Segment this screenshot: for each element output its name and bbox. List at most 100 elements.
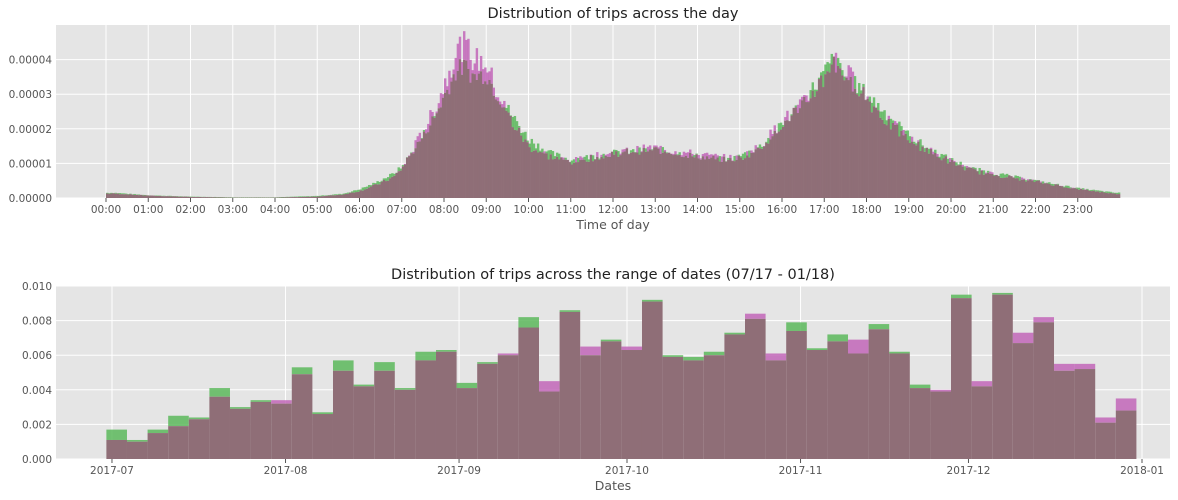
top-histogram-bar	[355, 192, 358, 198]
top-histogram-bar	[458, 59, 462, 198]
top-histogram-bar	[796, 113, 800, 198]
top-histogram-bar-excess	[435, 111, 438, 114]
top-histogram-bar-excess	[444, 78, 447, 93]
top-histogram-bar	[953, 161, 956, 198]
top-histogram-bar	[289, 197, 293, 198]
top-histogram-bar-excess	[619, 153, 622, 156]
top-histogram-bar	[315, 196, 318, 198]
bottom-histogram-bar-excess	[1054, 363, 1075, 371]
top-histogram-bar	[285, 197, 288, 198]
top-histogram-bar-excess	[923, 148, 926, 152]
top-histogram-bar-excess	[1062, 186, 1066, 188]
top-histogram-bar	[424, 133, 428, 198]
top-histogram-bar	[291, 197, 295, 198]
top-histogram-bar-excess	[1005, 173, 1009, 178]
bottom-histogram-bar-excess	[868, 324, 890, 330]
top-histogram-bar	[824, 74, 827, 198]
top-histogram-bar	[613, 154, 616, 198]
top-x-tick-label: 06:00	[344, 204, 374, 216]
top-histogram-bar	[1079, 188, 1083, 198]
top-histogram-bar-excess	[621, 149, 624, 153]
top-histogram-bar-excess	[403, 163, 407, 165]
top-x-tick-label: 02:00	[175, 204, 205, 216]
top-histogram-bar	[1098, 192, 1102, 198]
top-histogram-bar-excess	[942, 154, 945, 159]
top-histogram-bar	[323, 196, 326, 198]
top-histogram-bar	[741, 159, 745, 198]
top-histogram-bar	[298, 197, 301, 198]
top-histogram-bar	[621, 152, 624, 198]
top-histogram-bar-excess	[860, 90, 863, 94]
top-histogram-bar-excess	[1107, 191, 1110, 194]
top-x-tick-label: 11:00	[556, 204, 586, 216]
top-histogram-bar	[866, 98, 869, 198]
top-histogram-bar	[403, 164, 407, 198]
top-histogram-bar	[122, 194, 126, 198]
bottom-histogram-bar	[559, 311, 581, 459]
top-histogram-bar	[636, 152, 639, 198]
top-histogram-bar	[938, 157, 941, 198]
top-histogram-bar-excess	[469, 59, 472, 83]
top-histogram-bar	[543, 153, 546, 198]
top-histogram-bar	[889, 129, 893, 198]
top-histogram-bar-excess	[471, 70, 474, 74]
top-histogram-bar-excess	[1039, 181, 1043, 183]
top-histogram-bar	[826, 71, 829, 198]
top-histogram-bar	[517, 127, 521, 198]
bottom-histogram-bar	[209, 396, 230, 459]
top-histogram-bar-excess	[729, 154, 732, 159]
top-histogram-bar	[989, 173, 992, 198]
top-histogram-bar-excess	[648, 145, 652, 150]
top-histogram-bar	[936, 156, 939, 198]
top-histogram-bar	[847, 80, 850, 198]
bottom-histogram-bar-excess	[971, 381, 993, 387]
top-histogram-bar-excess	[674, 151, 677, 155]
top-histogram-bar-excess	[446, 86, 449, 90]
top-histogram-bar-excess	[549, 150, 553, 155]
top-histogram-bar	[851, 91, 855, 198]
top-histogram-bar	[667, 152, 671, 198]
top-histogram-bar	[365, 188, 369, 198]
top-histogram-bar-excess	[680, 155, 684, 157]
top-histogram-bar	[281, 197, 284, 198]
top-histogram-bar-excess	[834, 52, 838, 73]
top-histogram-bar	[1115, 194, 1119, 198]
top-histogram-bar	[748, 157, 751, 198]
top-histogram-bar	[972, 168, 975, 198]
top-histogram-bar	[1086, 189, 1089, 198]
top-histogram-bar	[674, 154, 677, 198]
bottom-histogram-bar-excess	[312, 412, 333, 415]
top-histogram-bar	[441, 97, 445, 198]
top-histogram-bar	[448, 94, 451, 198]
top-histogram-bar	[211, 197, 215, 198]
top-histogram-bar	[353, 192, 356, 198]
top-histogram-bar-excess	[868, 96, 872, 102]
top-histogram-bar	[566, 159, 569, 198]
top-histogram-bar-excess	[936, 153, 939, 157]
top-histogram-bar-excess	[558, 153, 561, 160]
top-histogram-bar	[779, 129, 783, 198]
bottom-histogram-bar	[497, 355, 519, 459]
top-histogram-bar-excess	[541, 148, 544, 153]
top-histogram-bar-excess	[389, 173, 392, 179]
top-histogram-bar-excess	[346, 192, 350, 194]
bottom-histogram-bar	[951, 298, 972, 459]
bottom-histogram-bar-excess	[126, 439, 148, 442]
bottom-histogram-bar-excess	[435, 350, 457, 352]
top-histogram-bar-excess	[934, 149, 937, 153]
top-histogram-bar	[182, 196, 185, 198]
top-histogram-bar	[727, 159, 730, 198]
top-histogram-bar	[598, 159, 601, 198]
top-histogram-bar	[148, 195, 151, 198]
top-histogram-bar-excess	[705, 152, 709, 157]
top-histogram-bar-excess	[505, 107, 508, 111]
top-histogram-bar	[321, 196, 324, 198]
top-histogram-bar-excess	[304, 196, 307, 197]
bottom-histogram-bar-excess	[1115, 398, 1137, 411]
bottom-histogram-bar	[291, 374, 313, 459]
top-histogram-bar-excess	[477, 70, 481, 74]
top-histogram-bar-excess	[830, 53, 833, 65]
top-histogram-bar	[817, 79, 821, 198]
top-histogram-bar-excess	[536, 143, 540, 153]
top-histogram-bar	[858, 96, 861, 198]
